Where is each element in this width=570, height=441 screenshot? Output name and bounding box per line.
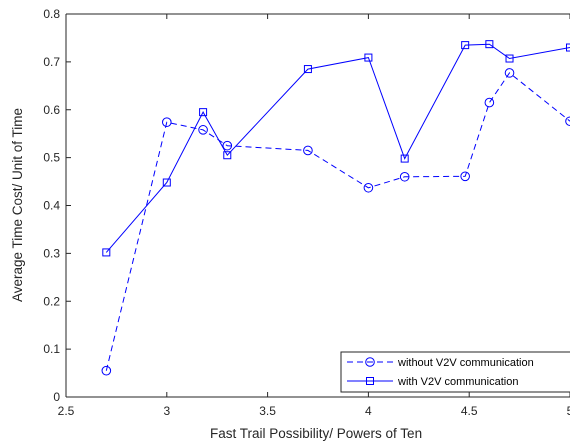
series-line-with-v2v	[105, 43, 570, 253]
x-tick-label: 3.5	[259, 404, 276, 418]
legend-box	[340, 351, 570, 393]
data-point-with-v2v	[461, 41, 470, 50]
y-axis-ticks: 0 0.1 0.2 0.3 0.4 0.5 0.6 0.7 0.8	[43, 7, 71, 404]
data-point-without-v2v	[162, 117, 172, 127]
data-point-without-v2v	[101, 365, 112, 376]
data-point-with-v2v	[400, 154, 409, 163]
y-tick-label: 0.4	[43, 199, 60, 213]
y-tick-label: 0.2	[43, 294, 60, 308]
data-point-without-v2v	[303, 145, 313, 156]
y-tick-label: 0.7	[43, 55, 60, 69]
data-point-with-v2v	[364, 53, 373, 62]
series-line-without-v2v	[105, 72, 570, 371]
plot-area	[66, 14, 570, 397]
legend: without V2V communication with V2V commu…	[340, 351, 570, 393]
legend-marker-square	[366, 377, 374, 385]
y-tick-label: 0.3	[43, 246, 60, 260]
data-point-with-v2v	[162, 178, 171, 187]
data-point-with-v2v	[566, 43, 570, 52]
data-point-with-v2v	[223, 151, 232, 160]
data-point-with-v2v	[485, 40, 494, 49]
x-axis-label: Fast Trail Possibility/ Powers of Ten	[210, 426, 422, 441]
data-point-without-v2v	[363, 182, 374, 193]
x-tick-label: 4	[365, 404, 372, 418]
legend-marker-circle	[365, 357, 375, 367]
data-point-with-v2v	[505, 54, 514, 63]
data-point-without-v2v	[460, 171, 470, 182]
data-point-with-v2v	[303, 65, 312, 74]
data-point-without-v2v	[484, 97, 495, 108]
data-point-without-v2v	[565, 116, 570, 127]
legend-label-with-v2v: with V2V communication	[397, 376, 518, 388]
y-tick-label: 0.6	[43, 103, 60, 117]
x-tick-label: 5	[567, 404, 570, 418]
y-axis-label: Average Time Cost/ Unit of Time	[10, 108, 25, 302]
x-tick-label: 4.5	[461, 404, 478, 418]
y-tick-label: 0.8	[43, 7, 60, 21]
y-tick-label: 0.1	[43, 342, 60, 356]
x-axis-ticks: 2.5 3 3.5 4 4.5 5	[58, 14, 570, 418]
x-tick-label: 2.5	[58, 404, 75, 418]
y-tick-label: 0.5	[43, 151, 60, 165]
y-tick-label: 0	[53, 390, 60, 404]
legend-label-without-v2v: without V2V communication	[397, 357, 534, 369]
x-tick-label: 3	[163, 404, 170, 418]
series-layer	[101, 40, 570, 376]
data-point-without-v2v	[399, 171, 410, 182]
data-point-without-v2v	[222, 140, 233, 151]
data-point-with-v2v	[102, 248, 111, 257]
data-point-without-v2v	[198, 125, 208, 135]
data-point-with-v2v	[199, 108, 208, 117]
data-point-without-v2v	[504, 68, 515, 78]
